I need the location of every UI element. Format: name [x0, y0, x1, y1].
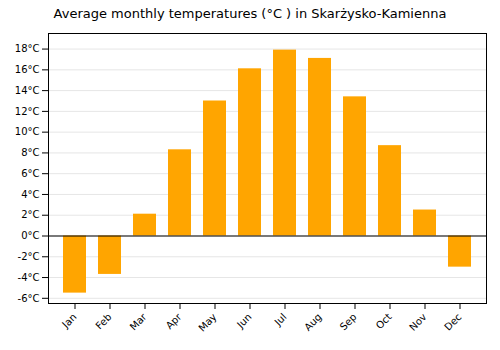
svg-text:Jan: Jan	[59, 311, 78, 330]
svg-text:Aug: Aug	[302, 311, 324, 333]
svg-text:Jul: Jul	[272, 311, 289, 328]
svg-text:14°C: 14°C	[15, 85, 40, 96]
svg-text:8°C: 8°C	[21, 147, 39, 158]
svg-text:4°C: 4°C	[21, 189, 39, 200]
svg-text:May: May	[196, 311, 218, 333]
svg-text:Dec: Dec	[442, 311, 463, 332]
svg-text:10°C: 10°C	[15, 126, 40, 137]
svg-text:18°C: 18°C	[15, 43, 40, 54]
svg-text:Nov: Nov	[407, 311, 429, 333]
svg-text:2°C: 2°C	[21, 209, 39, 220]
svg-text:Apr: Apr	[164, 311, 185, 332]
svg-text:-6°C: -6°C	[18, 293, 40, 304]
svg-text:Mar: Mar	[128, 311, 150, 333]
svg-text:-2°C: -2°C	[18, 251, 40, 262]
html-text:Average monthly temperatures (: Average monthly temperatures (°C ) in Sk…	[53, 6, 447, 21]
svg-text:12°C: 12°C	[15, 106, 40, 117]
svg-text:Jun: Jun	[234, 311, 254, 331]
svg-text:Feb: Feb	[93, 311, 113, 331]
svg-text:-4°C: -4°C	[18, 272, 40, 283]
svg-text:0°C: 0°C	[21, 230, 39, 241]
svg-text:6°C: 6°C	[21, 168, 39, 179]
svg-text:Sep: Sep	[338, 311, 359, 332]
svg-text:Oct: Oct	[374, 311, 394, 331]
svg-text:16°C: 16°C	[15, 64, 40, 75]
